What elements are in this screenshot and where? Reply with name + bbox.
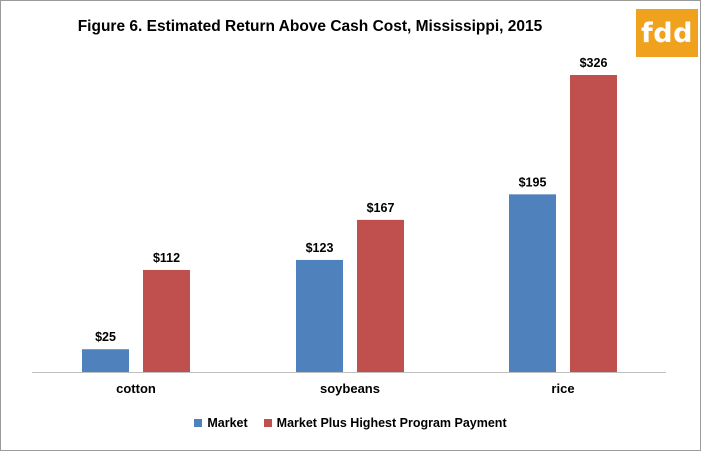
legend-swatch-market bbox=[194, 419, 203, 427]
data-label-program-soybeans: $167 bbox=[367, 201, 395, 215]
bar-market-rice bbox=[509, 194, 556, 372]
legend-label-program: Market Plus Highest Program Payment bbox=[276, 416, 507, 430]
legend-item-program: Market Plus Highest Program Payment bbox=[263, 416, 507, 430]
x-tick-label-cotton: cotton bbox=[116, 381, 156, 396]
chart-title: Figure 6. Estimated Return Above Cash Co… bbox=[77, 18, 543, 35]
bar-program-cotton bbox=[143, 269, 190, 372]
x-tick-label-rice: rice bbox=[551, 381, 574, 396]
bar-program-rice bbox=[570, 75, 617, 372]
bar-program-soybeans bbox=[357, 219, 404, 372]
logo-text: fdd bbox=[641, 17, 693, 49]
legend-item-market: Market bbox=[194, 416, 248, 430]
data-label-market-cotton: $25 bbox=[95, 330, 116, 344]
data-label-market-rice: $195 bbox=[519, 175, 547, 189]
bar-market-cotton bbox=[82, 349, 129, 372]
data-label-market-soybeans: $123 bbox=[306, 241, 334, 255]
chart-legend: Market Market Plus Highest Program Payme… bbox=[0, 416, 701, 430]
data-label-program-cotton: $112 bbox=[153, 251, 180, 265]
fdd-logo: fdd bbox=[636, 9, 698, 57]
bar-market-soybeans bbox=[296, 259, 343, 372]
legend-label-market: Market bbox=[207, 416, 248, 430]
data-label-program-rice: $326 bbox=[580, 56, 608, 70]
x-tick-label-soybeans: soybeans bbox=[320, 381, 380, 396]
legend-swatch-program bbox=[263, 419, 272, 427]
